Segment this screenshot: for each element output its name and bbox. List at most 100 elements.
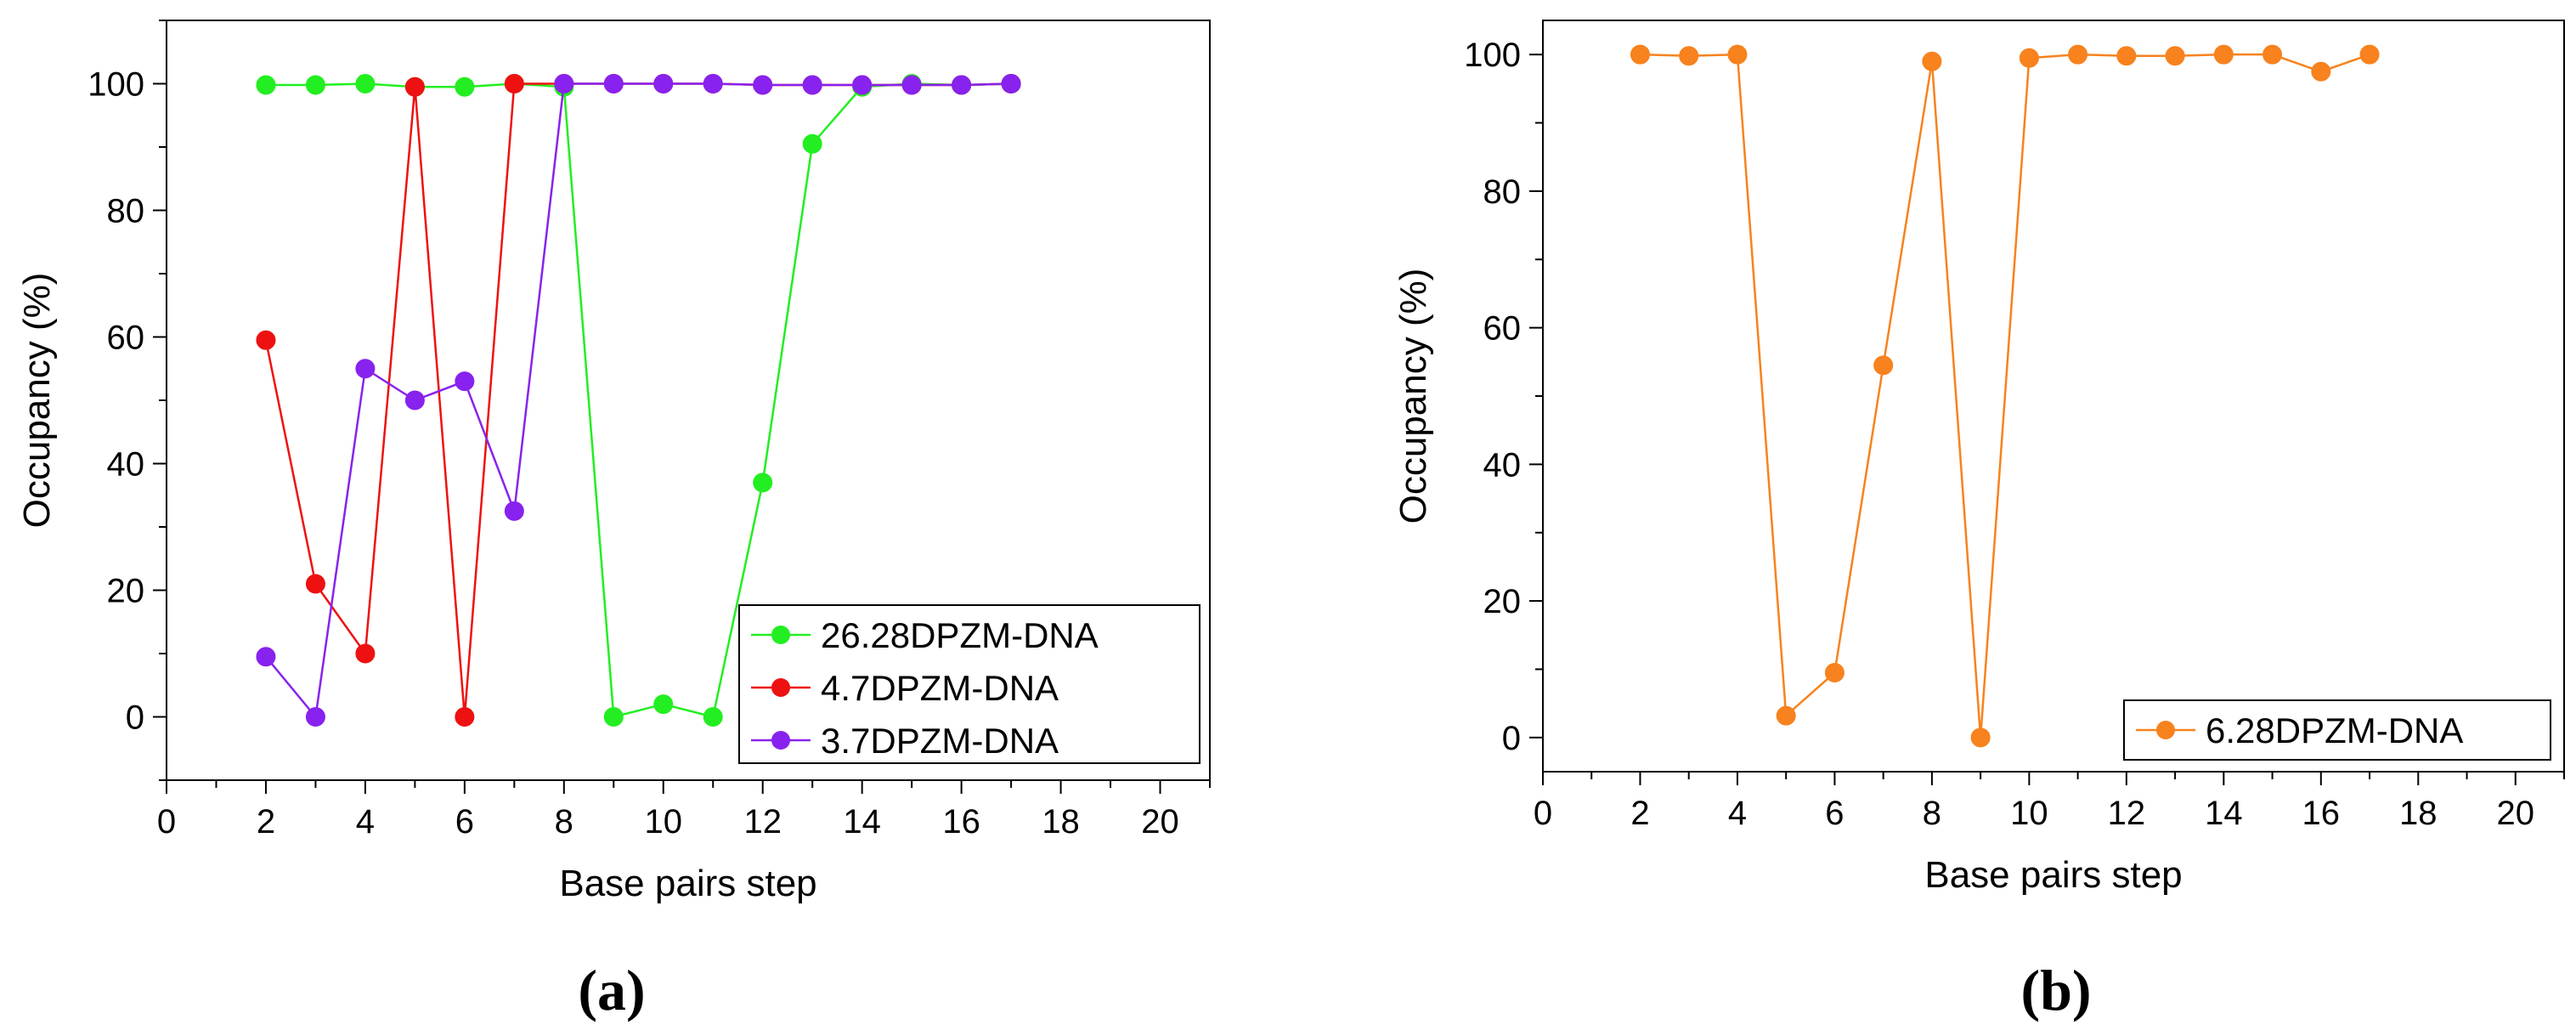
data-point: [653, 74, 674, 93]
data-point: [404, 76, 425, 97]
data-point: [355, 643, 376, 664]
y-axis-title: Occupancy (%): [1393, 269, 1434, 524]
chart-panel-b: 0 2 4 6 8 10 12 14 16 18 20 0 20 40 60 80 100 Base pairs …: [1393, 20, 2565, 1022]
legend-marker: [771, 731, 790, 750]
x-tick-label: 12: [2108, 795, 2146, 832]
data-point: [753, 473, 773, 493]
data-point: [1970, 727, 1991, 748]
y-axis-title: Occupancy (%): [16, 273, 58, 529]
data-point: [952, 75, 972, 95]
x-tick-label: 2: [1630, 795, 1649, 832]
data-point: [603, 707, 624, 727]
data-point: [1776, 705, 1796, 726]
chart-panel-a: 0 2 4 6 8 10 12 14 16 18 20 0 20 40 60 80 100 Base pairs …: [16, 20, 1211, 1022]
x-tick-label: 8: [555, 803, 573, 841]
data-point: [305, 574, 325, 594]
y-tick-label: 20: [1483, 583, 1522, 620]
x-tick-label: 16: [942, 803, 980, 841]
data-point: [1001, 74, 1021, 93]
legend-label: 3.7DPZM-DNA: [821, 721, 1059, 761]
data-point: [2359, 44, 2380, 65]
panel-label: (a): [578, 958, 645, 1022]
data-point: [504, 74, 524, 93]
x-tick-label: 10: [645, 803, 683, 841]
data-point: [901, 75, 922, 95]
series-line-1: [1640, 53, 2370, 739]
data-point: [2165, 46, 2185, 66]
data-point: [802, 133, 822, 154]
data-point: [305, 75, 325, 95]
data-point: [2311, 61, 2331, 82]
data-point: [256, 330, 276, 350]
data-point: [554, 74, 574, 93]
x-tick-label: 18: [2399, 795, 2438, 832]
legend-marker: [2156, 721, 2175, 739]
x-tick-label: 4: [1728, 795, 1747, 832]
x-tick-label: 4: [356, 803, 375, 841]
y-tick-label: 40: [107, 446, 145, 484]
data-point: [1679, 46, 1699, 66]
x-tick-label: 0: [1534, 795, 1552, 832]
data-point: [305, 707, 325, 727]
plot-frame: [1542, 20, 2565, 773]
y-tick-label: 20: [107, 573, 145, 610]
data-point: [355, 74, 376, 93]
legend-marker: [771, 678, 790, 697]
data-point: [603, 74, 624, 93]
data-point: [256, 75, 276, 95]
data-point: [653, 694, 674, 715]
panel-label: (b): [2020, 958, 2091, 1022]
y-tick-label: 0: [1502, 720, 1521, 757]
data-point: [753, 75, 773, 95]
x-tick-label: 20: [1141, 803, 1179, 841]
y-tick-label: 100: [1464, 37, 1521, 74]
data-point: [355, 359, 376, 379]
x-axis-title: Base pairs step: [1924, 854, 2182, 896]
legend-label: 6.28DPZM-DNA: [2206, 710, 2463, 750]
x-tick-label: 12: [743, 803, 782, 841]
data-point: [455, 76, 475, 97]
y-tick-label: 80: [107, 193, 145, 230]
x-tick-label: 10: [2010, 795, 2048, 832]
data-point: [1727, 44, 1748, 65]
data-point: [2019, 48, 2039, 68]
x-tick-label: 16: [2302, 795, 2341, 832]
x-tick-label: 14: [843, 803, 881, 841]
data-point: [703, 74, 723, 93]
legend-label: 4.7DPZM-DNA: [821, 668, 1059, 708]
y-tick-label: 40: [1483, 446, 1522, 484]
data-point: [1922, 51, 1942, 71]
data-point: [852, 75, 873, 95]
data-point: [504, 501, 524, 521]
x-tick-label: 6: [1825, 795, 1844, 832]
data-point: [256, 647, 276, 667]
data-point: [2262, 44, 2283, 65]
x-tick-label: 20: [2497, 795, 2535, 832]
x-tick-label: 14: [2205, 795, 2243, 832]
data-point: [2116, 46, 2137, 66]
legend-box: [738, 604, 1200, 764]
data-point: [455, 707, 475, 727]
data-point: [455, 371, 475, 392]
data-point: [1824, 662, 1844, 682]
legend-marker: [771, 626, 790, 644]
x-tick-label: 8: [1923, 795, 1941, 832]
data-point: [1873, 355, 1894, 376]
data-point: [703, 707, 723, 727]
data-point: [2213, 44, 2234, 65]
series-line-3: [264, 82, 1012, 718]
data-point: [1630, 44, 1650, 65]
y-tick-label: 100: [88, 66, 144, 104]
data-point: [2068, 44, 2088, 65]
y-tick-label: 60: [107, 320, 145, 357]
legend-label: 26.28DPZM-DNA: [821, 615, 1099, 655]
x-tick-label: 6: [455, 803, 474, 841]
data-point: [404, 390, 425, 410]
y-tick-label: 0: [126, 699, 144, 737]
y-tick-label: 60: [1483, 310, 1522, 348]
data-point: [802, 75, 822, 95]
x-tick-label: 2: [257, 803, 275, 841]
x-axis-title: Base pairs step: [559, 863, 816, 904]
x-tick-label: 18: [1042, 803, 1080, 841]
